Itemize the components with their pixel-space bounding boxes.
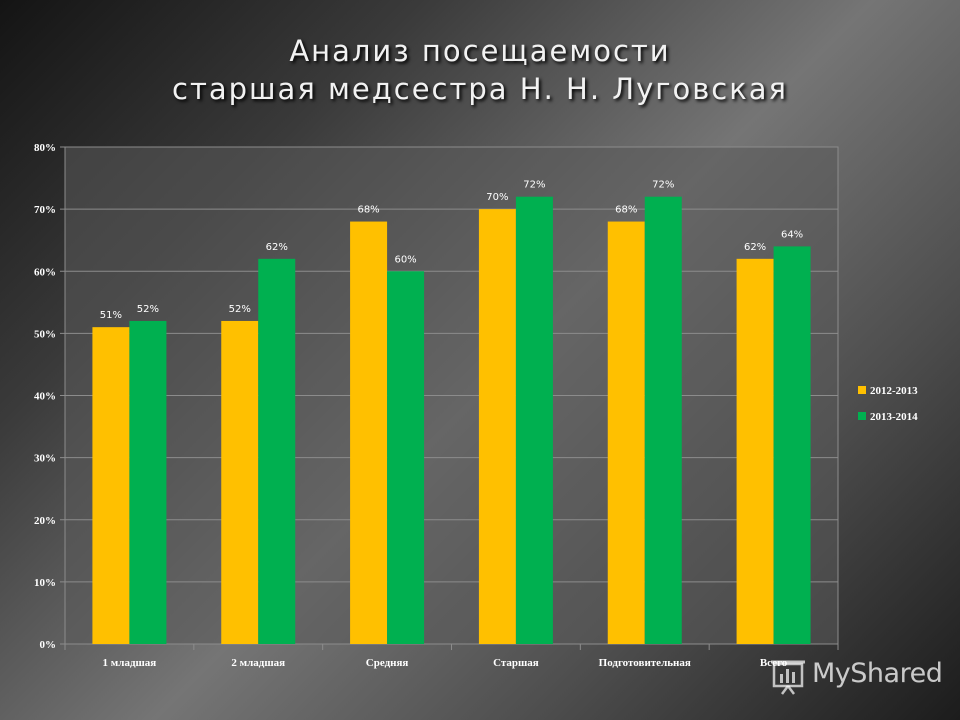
data-label: 60% (394, 254, 416, 265)
data-label: 70% (486, 192, 508, 203)
slide-title: Анализ посещаемости старшая медсестра Н.… (0, 32, 960, 108)
y-tick-label: 30% (34, 453, 56, 465)
watermark: MyShared (770, 654, 950, 698)
y-tick-label: 20% (34, 515, 56, 527)
data-label: 68% (357, 205, 379, 216)
bars (92, 196, 811, 645)
bar-2013-2014 (773, 246, 811, 644)
x-axis-categories: 1 младшая 2 младшая Средняя Старшая Подготов… (64, 644, 839, 669)
bar-2013-2014 (387, 271, 425, 644)
bar-2012-2013 (350, 221, 388, 645)
legend-swatch (858, 412, 866, 420)
y-axis-ticks: 0% 10% 20% 30% 40% 50% 60% 70% 80% (34, 142, 65, 651)
bar-2012-2013 (92, 327, 130, 644)
x-category-label: 2 младшая (231, 657, 285, 669)
bar-2012-2013 (607, 221, 645, 645)
legend-swatch (858, 386, 866, 394)
data-label: 68% (615, 205, 637, 216)
watermark-text: MyShared (812, 658, 943, 689)
legend-label: 2013-2014 (870, 411, 918, 423)
data-label: 52% (229, 304, 251, 315)
data-label: 72% (523, 180, 545, 191)
data-label: 62% (266, 242, 288, 253)
data-labels: 51% 52% 68% 70% 68% 62% 52% 62% 60% 72% 72% 64% (100, 180, 803, 321)
y-tick-label: 60% (34, 266, 56, 278)
bar-2012-2013 (221, 320, 259, 644)
x-category-label: Подготовительная (599, 657, 691, 669)
y-tick-label: 50% (34, 328, 56, 340)
bar-2013-2014 (258, 258, 296, 644)
presentation-chart-icon (771, 660, 805, 695)
y-tick-label: 40% (34, 391, 56, 403)
legend-label: 2012-2013 (870, 385, 918, 397)
slide-title-line-1: Анализ посещаемости (289, 34, 671, 68)
bar-2012-2013 (736, 258, 774, 644)
x-category-label: 1 младшая (103, 657, 157, 669)
y-tick-label: 70% (34, 204, 56, 216)
data-label: 72% (652, 180, 674, 191)
bar-2012-2013 (478, 209, 516, 644)
x-category-label: Средняя (366, 657, 409, 669)
data-label: 64% (781, 229, 803, 240)
data-label: 62% (744, 242, 766, 253)
data-label: 51% (100, 310, 122, 321)
x-category-label: Старшая (493, 657, 539, 669)
slide-title-line-2: старшая медсестра Н. Н. Луговская (172, 72, 788, 106)
y-tick-label: 80% (34, 142, 56, 154)
bar-2013-2014 (644, 196, 682, 644)
data-label: 52% (137, 304, 159, 315)
bar-2013-2014 (129, 320, 167, 644)
y-tick-label: 0% (40, 639, 57, 651)
legend: 2012-2013 2013-2014 (858, 385, 918, 423)
bar-2013-2014 (515, 196, 553, 644)
y-tick-label: 10% (34, 577, 56, 589)
